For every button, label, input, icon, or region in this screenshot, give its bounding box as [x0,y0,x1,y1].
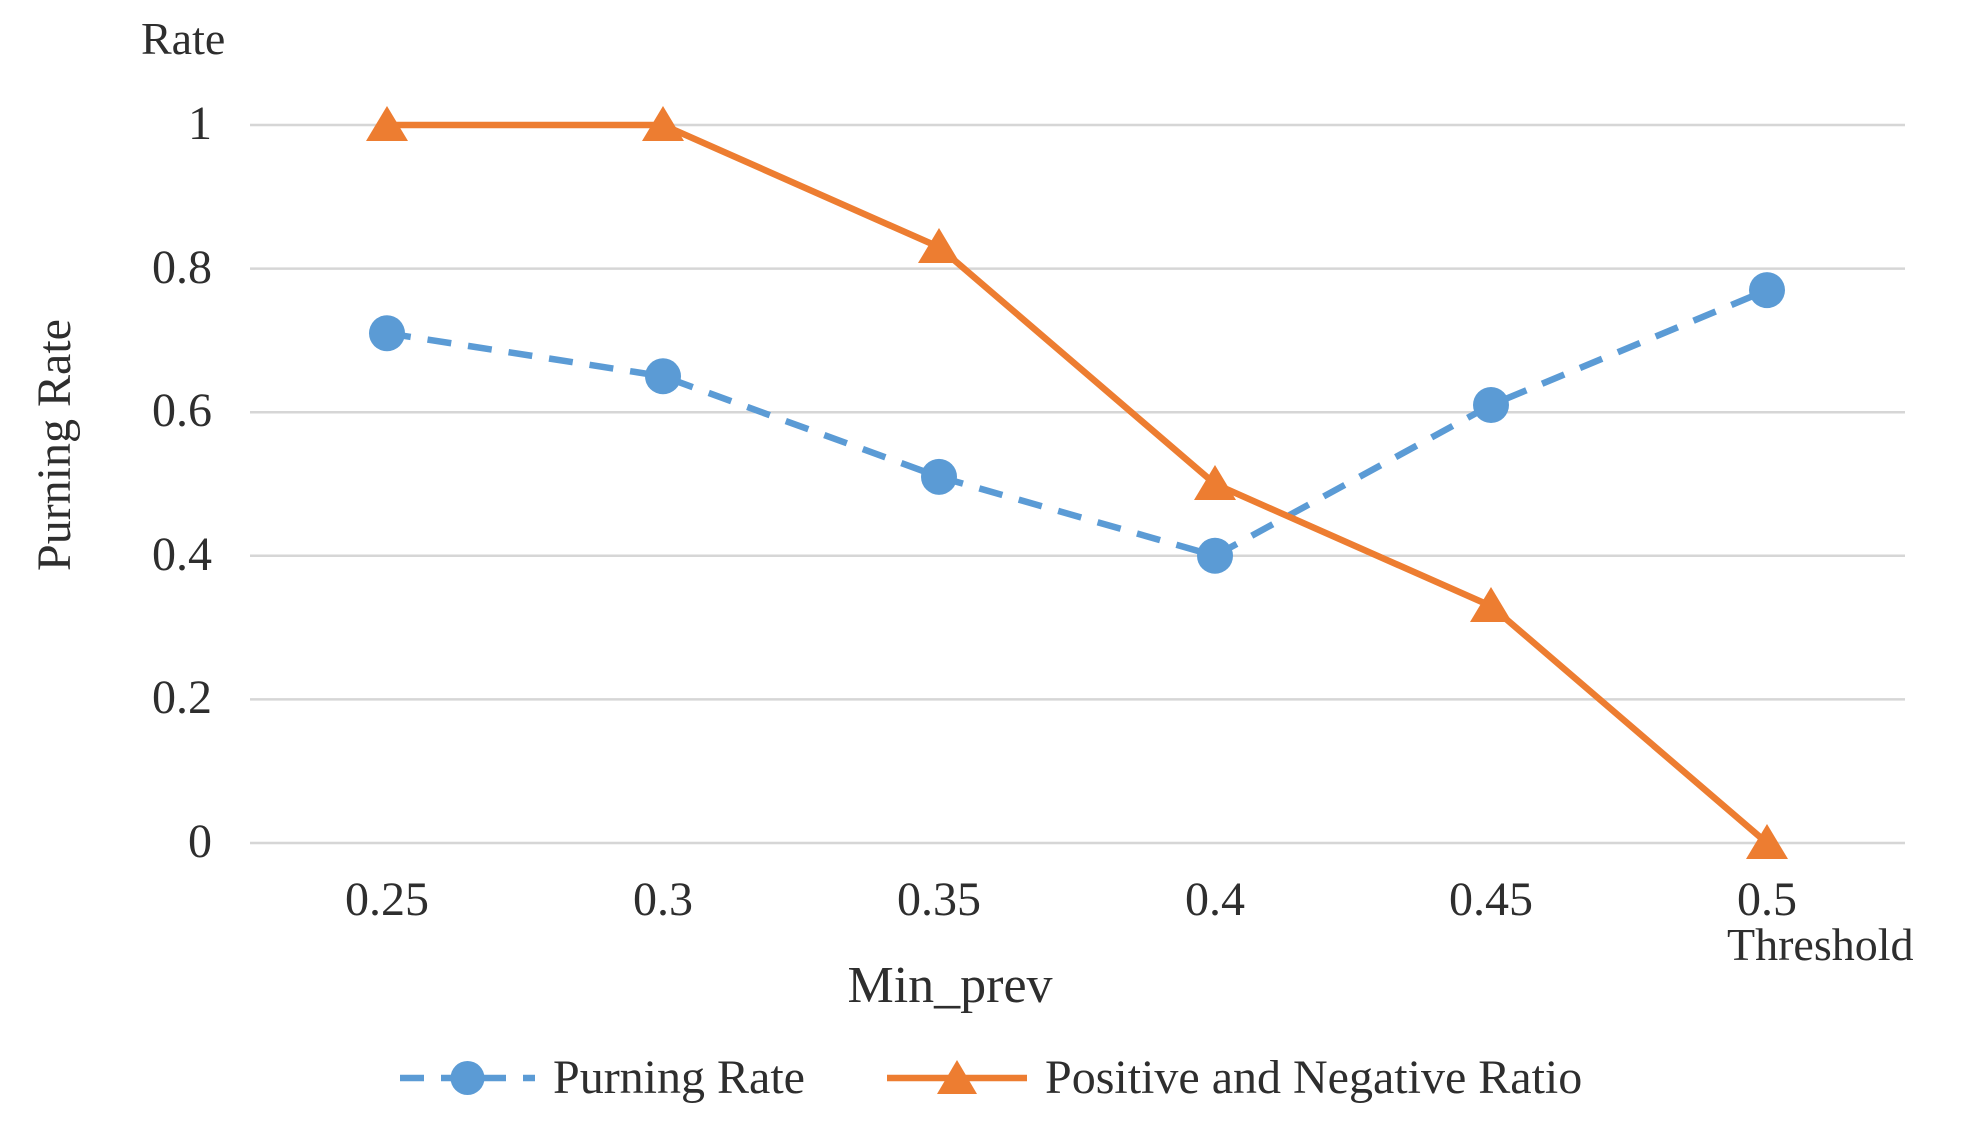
x-tick-label: 0.25 [345,873,429,926]
y-tick-label: 0.4 [152,527,212,581]
x-tick-label: 0.35 [897,873,981,926]
y-tick-label: 0.6 [152,384,212,438]
x-tick-label: 0.5 [1737,873,1797,926]
data-point-triangle [642,106,684,141]
y-tick-label: 1 [188,97,212,150]
x-axis-right-label: Threshold [1727,919,1914,970]
data-point-circle [645,358,681,395]
x-tick-label: 0.45 [1449,873,1533,926]
data-point-circle [1749,272,1785,309]
data-point-circle [921,458,957,495]
data-point-circle [369,315,405,352]
data-point-triangle [1470,587,1512,623]
x-axis-title: Min_prev [847,957,1053,1014]
data-point-triangle [918,228,960,264]
data-point-triangle [1194,465,1236,500]
y-axis-unit-label: Rate [141,13,226,64]
data-point-triangle [1746,824,1788,859]
data-point-circle [1473,387,1509,424]
x-tick-label: 0.4 [1185,873,1245,926]
y-tick-label: 0.2 [152,671,212,725]
series-line-positive-negative-ratio [387,121,1770,846]
x-tick-label: 0.3 [633,873,693,926]
y-tick-label: 0 [188,815,212,868]
data-point-circle [1197,537,1233,574]
data-point-triangle [366,106,408,141]
y-tick-label: 0.8 [152,240,212,294]
series-line-purning-rate [386,287,1769,560]
